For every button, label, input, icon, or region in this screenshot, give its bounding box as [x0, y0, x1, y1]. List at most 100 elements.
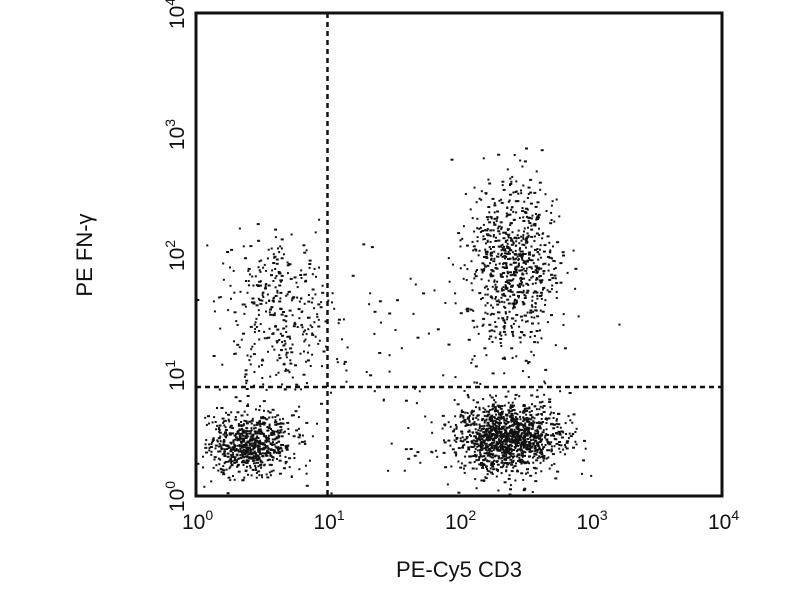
data-point	[506, 214, 509, 217]
data-point	[260, 432, 264, 435]
data-point	[508, 257, 512, 260]
data-point	[258, 442, 261, 445]
data-point	[530, 245, 533, 248]
data-point	[507, 302, 511, 305]
data-point	[258, 419, 261, 422]
data-point	[223, 450, 226, 453]
data-point	[287, 432, 290, 435]
data-point	[475, 455, 478, 458]
data-point	[218, 442, 221, 445]
data-point	[253, 323, 256, 326]
data-point	[290, 233, 293, 236]
data-point	[574, 431, 577, 433]
data-point	[254, 446, 257, 448]
data-point	[514, 191, 517, 193]
data-point	[271, 456, 274, 458]
data-point	[534, 302, 537, 305]
data-point	[260, 466, 263, 469]
data-point	[229, 465, 232, 468]
data-point	[230, 461, 233, 464]
data-point	[455, 454, 457, 457]
data-point	[345, 369, 348, 372]
data-point	[495, 433, 499, 436]
data-point	[485, 466, 488, 468]
data-point	[256, 430, 260, 433]
data-point	[521, 319, 524, 322]
data-point	[510, 285, 514, 288]
data-point	[264, 285, 267, 288]
data-point	[270, 432, 273, 434]
data-point	[252, 462, 256, 465]
data-point	[504, 281, 508, 283]
data-point	[508, 283, 511, 285]
data-point	[515, 211, 518, 214]
data-point	[503, 245, 505, 248]
data-point	[261, 294, 264, 297]
data-point	[522, 420, 525, 423]
data-point	[278, 440, 281, 443]
data-point	[505, 288, 508, 290]
data-point	[518, 216, 521, 219]
data-point	[512, 270, 515, 273]
data-point	[481, 324, 484, 327]
data-point	[532, 466, 536, 469]
data-point	[215, 428, 218, 431]
y-tick-label: 103	[162, 118, 190, 150]
data-point	[262, 443, 265, 446]
data-point	[330, 391, 332, 394]
data-point	[488, 246, 491, 249]
data-point	[499, 448, 501, 451]
data-point	[548, 398, 552, 401]
data-point	[229, 426, 232, 429]
data-point	[222, 443, 226, 446]
data-point	[486, 452, 489, 455]
data-point	[266, 476, 270, 479]
data-point	[463, 467, 465, 470]
data-point	[394, 329, 397, 331]
data-point	[504, 437, 508, 440]
data-point	[264, 283, 267, 286]
data-point	[497, 489, 500, 492]
data-point	[532, 461, 535, 464]
data-point	[268, 327, 271, 330]
data-point	[238, 432, 242, 435]
data-point	[321, 291, 325, 294]
data-point	[311, 353, 314, 356]
data-point	[268, 416, 271, 419]
data-point	[494, 446, 497, 449]
data-point	[454, 376, 457, 379]
data-point	[550, 314, 553, 317]
data-point	[510, 208, 513, 211]
data-point	[536, 248, 539, 250]
data-point	[540, 413, 543, 415]
data-point	[259, 459, 262, 462]
data-point	[291, 414, 295, 417]
data-point	[266, 293, 269, 296]
data-point	[259, 323, 262, 326]
data-point	[520, 432, 523, 435]
data-point	[265, 418, 269, 421]
data-point	[404, 448, 408, 451]
data-point	[304, 440, 306, 443]
data-point	[491, 306, 494, 309]
data-point	[304, 338, 307, 341]
data-point	[498, 445, 502, 448]
data-point	[256, 285, 260, 287]
data-point	[263, 337, 266, 340]
data-point	[480, 278, 483, 281]
data-point	[528, 279, 531, 281]
data-point	[534, 405, 537, 408]
data-point	[550, 449, 553, 452]
data-point	[502, 455, 505, 458]
data-point	[239, 290, 242, 293]
data-point	[500, 461, 504, 464]
data-point	[489, 453, 493, 456]
data-point	[555, 297, 558, 299]
data-point	[538, 181, 542, 184]
data-point	[500, 410, 504, 413]
data-point	[522, 370, 524, 373]
data-point	[250, 419, 254, 422]
data-point	[485, 437, 489, 439]
data-point	[460, 409, 463, 412]
data-point	[268, 440, 271, 443]
